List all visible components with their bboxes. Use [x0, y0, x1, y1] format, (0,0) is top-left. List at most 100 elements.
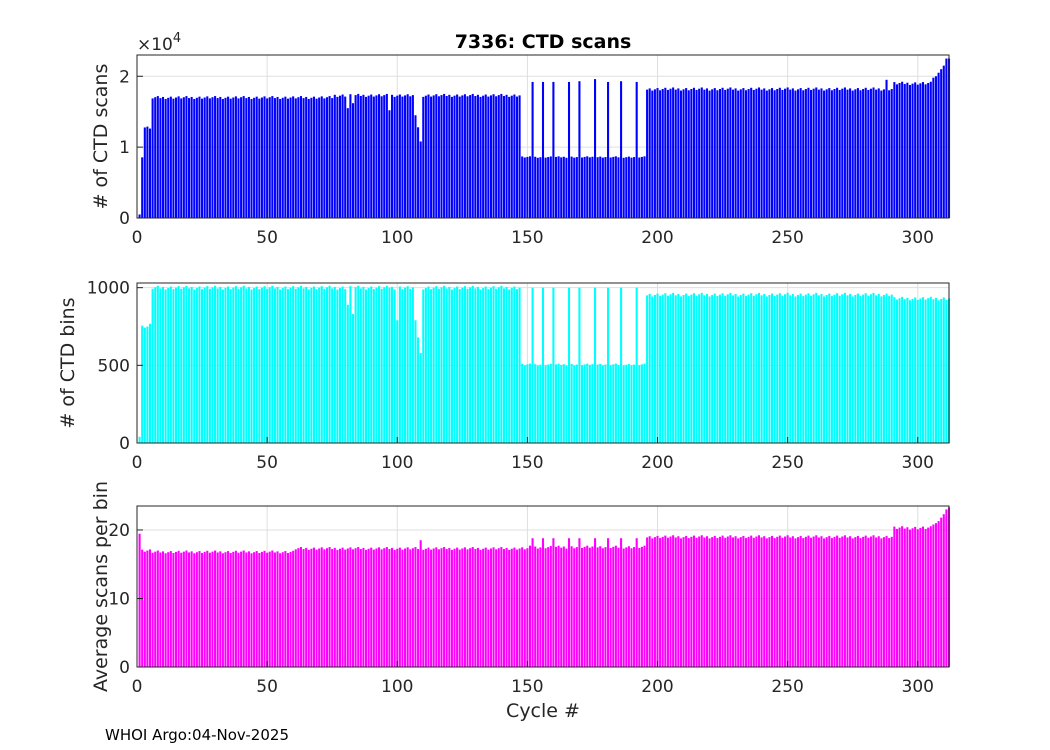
- bar: [554, 546, 558, 667]
- bar: [760, 89, 763, 218]
- bar: [159, 288, 162, 443]
- bar: [445, 95, 448, 218]
- bar: [443, 285, 446, 443]
- bar: [526, 548, 529, 667]
- bar: [895, 299, 898, 443]
- bar: [266, 98, 269, 218]
- bar: [229, 98, 232, 218]
- bar: [242, 550, 245, 667]
- bar: [161, 96, 165, 218]
- bar: [518, 287, 521, 443]
- bar: [744, 538, 748, 667]
- bar: [432, 287, 435, 443]
- bar: [672, 535, 675, 667]
- bar: [521, 547, 524, 667]
- bar: [476, 94, 479, 218]
- bar: [752, 537, 755, 667]
- bar: [703, 295, 706, 443]
- bar: [802, 90, 805, 218]
- bar: [289, 551, 292, 667]
- bar: [167, 97, 170, 218]
- bar: [625, 364, 628, 443]
- bar: [890, 89, 893, 219]
- bar: [515, 549, 519, 667]
- bar: [661, 536, 664, 667]
- bar: [414, 320, 417, 443]
- bar: [141, 157, 144, 218]
- bar: [768, 295, 771, 443]
- bar: [154, 287, 157, 443]
- bar: [692, 535, 695, 667]
- bar: [614, 363, 617, 443]
- bar: [502, 288, 505, 443]
- bar: [435, 286, 438, 443]
- bar: [357, 547, 360, 667]
- bar: [169, 551, 172, 667]
- bar: [406, 94, 409, 218]
- bar: [541, 287, 545, 443]
- bar: [302, 549, 305, 667]
- bar: [518, 95, 521, 218]
- bar: [880, 538, 883, 667]
- bar: [531, 81, 534, 219]
- x-tick-label: 300: [902, 453, 934, 473]
- bar: [882, 537, 885, 667]
- bar: [781, 537, 784, 667]
- bar: [378, 547, 381, 667]
- bar: [849, 536, 852, 667]
- bar: [924, 84, 927, 218]
- bar: [203, 97, 206, 218]
- bar: [612, 364, 615, 443]
- bar: [825, 295, 828, 443]
- bar: [862, 89, 865, 219]
- bar: [297, 287, 300, 443]
- bar: [716, 538, 719, 667]
- bar: [705, 88, 708, 219]
- bar: [856, 88, 859, 218]
- bar: [385, 93, 388, 218]
- bar: [869, 88, 872, 219]
- x-tick-label: 300: [902, 677, 934, 697]
- bar: [338, 288, 342, 443]
- bar: [310, 288, 313, 443]
- bar: [713, 293, 716, 443]
- bar: [700, 292, 703, 443]
- bar: [307, 549, 310, 667]
- bar: [346, 108, 349, 218]
- bar: [721, 87, 724, 218]
- bar: [211, 551, 214, 667]
- bar: [908, 300, 911, 443]
- bar: [908, 529, 911, 667]
- bar: [245, 288, 248, 443]
- bar: [435, 94, 438, 218]
- bar: [703, 537, 706, 667]
- bar: [424, 95, 427, 218]
- bar: [208, 552, 211, 667]
- x-tick-label: 100: [381, 228, 413, 248]
- bar: [354, 548, 357, 667]
- bar: [755, 88, 758, 219]
- bar: [677, 88, 680, 219]
- bar: [364, 289, 368, 443]
- bar: [575, 157, 578, 218]
- bar: [237, 552, 240, 667]
- bar: [573, 157, 576, 218]
- bar: [945, 509, 948, 667]
- bar: [622, 548, 625, 667]
- bar: [443, 547, 446, 667]
- bar: [560, 547, 563, 667]
- bar: [664, 87, 667, 218]
- bar: [661, 89, 664, 219]
- bar: [175, 97, 178, 218]
- bar: [802, 538, 805, 667]
- bar: [885, 535, 888, 667]
- bar: [328, 547, 331, 667]
- bar: [383, 548, 386, 667]
- bar: [175, 551, 178, 667]
- bar: [784, 536, 787, 667]
- bar: [651, 90, 654, 218]
- bar: [492, 286, 495, 443]
- bar: [718, 294, 722, 443]
- bar: [482, 288, 485, 443]
